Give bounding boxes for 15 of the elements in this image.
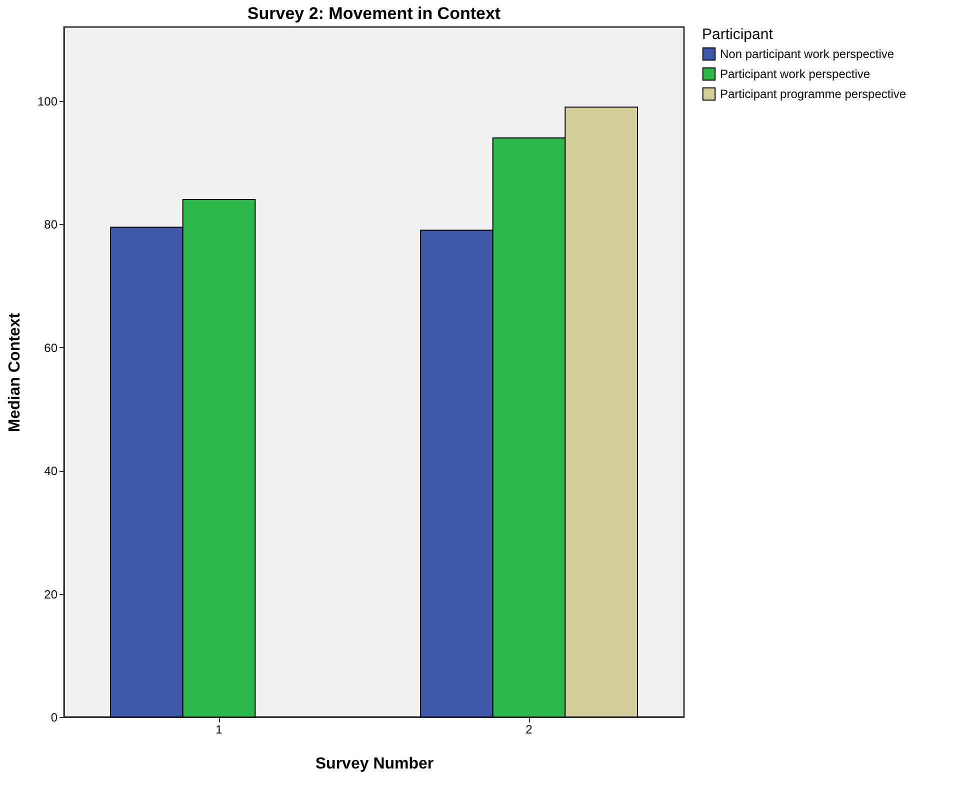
x-tick-label: 2 (526, 722, 533, 736)
y-axis-title: Median Context (6, 312, 24, 432)
y-tick-label: 20 (44, 587, 58, 602)
x-tick-label: 1 (216, 722, 223, 736)
legend-label: Non participant work perspective (720, 47, 894, 61)
chart-title: Survey 2: Movement in Context (247, 4, 501, 23)
y-tick-label: 80 (44, 218, 58, 232)
y-tick-label: 0 (50, 710, 58, 724)
legend-label: Participant work perspective (720, 67, 870, 81)
legend-label: Participant programme perspective (720, 87, 906, 101)
y-tick-label: 40 (44, 464, 58, 478)
y-tick-label: 60 (44, 340, 58, 355)
y-tick-label: 100 (37, 94, 58, 108)
x-axis-title: Survey Number (315, 756, 434, 772)
legend-title: Participant (702, 26, 774, 43)
